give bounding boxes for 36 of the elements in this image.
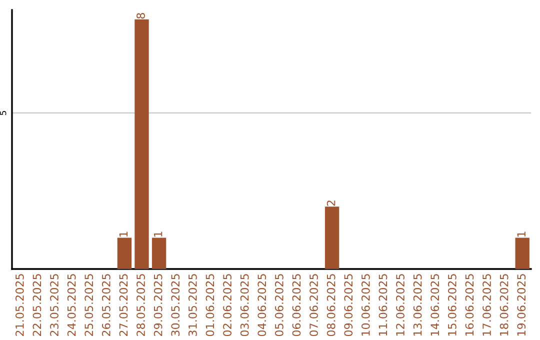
x-tick-label: 26.05.2025 — [102, 274, 110, 336]
data-label: 2 — [326, 200, 336, 206]
x-tick-label: 13.06.2025 — [413, 274, 422, 336]
x-tick-label: 02.06.2025 — [223, 274, 232, 336]
x-tick-label: 12.06.2025 — [396, 274, 404, 336]
x-tick-label: 31.05.2025 — [188, 274, 197, 336]
x-tick-label: 16.06.2025 — [465, 274, 474, 336]
x-tick-label: 21.05.2025 — [15, 274, 24, 336]
x-tick-label: 18.06.2025 — [500, 274, 508, 336]
x-tick-label: 04.06.2025 — [258, 274, 266, 336]
y-tick-label: 5 — [0, 111, 6, 115]
x-tick-label: 25.05.2025 — [84, 274, 94, 336]
x-tick-label: 19.06.2025 — [517, 274, 526, 336]
x-tick-label: 28.05.2025 — [136, 274, 145, 336]
x-tick-label: 24.05.2025 — [67, 274, 76, 336]
x-tick-label: 06.06.2025 — [292, 274, 301, 336]
x-tick-label: 10.06.2025 — [361, 274, 370, 336]
data-label: 1 — [154, 232, 162, 237]
x-tick-label: 17.06.2025 — [482, 274, 491, 336]
data-label: 1 — [119, 232, 128, 237]
x-tick-label: 09.06.2025 — [344, 274, 353, 336]
x-tick-label: 27.05.2025 — [119, 274, 128, 336]
x-tick-label: 23.05.2025 — [50, 274, 58, 336]
x-tick-label: 22.05.2025 — [32, 274, 42, 336]
x-tick-label: 30.05.2025 — [171, 274, 180, 336]
x-tick-label: 08.06.2025 — [326, 274, 336, 336]
x-tick-label: 03.06.2025 — [240, 274, 249, 336]
data-label: 8 — [136, 13, 145, 19]
x-tick-label: 05.06.2025 — [274, 274, 284, 336]
x-tick-label: 07.06.2025 — [310, 274, 318, 336]
x-tick-label: 29.05.2025 — [154, 274, 162, 336]
x-tick-label: 15.06.2025 — [448, 274, 456, 336]
data-label: 1 — [517, 232, 526, 237]
x-tick-label: 14.06.2025 — [430, 274, 440, 336]
x-tick-label: 11.06.2025 — [378, 274, 388, 336]
x-tick-label: 01.06.2025 — [206, 274, 214, 336]
